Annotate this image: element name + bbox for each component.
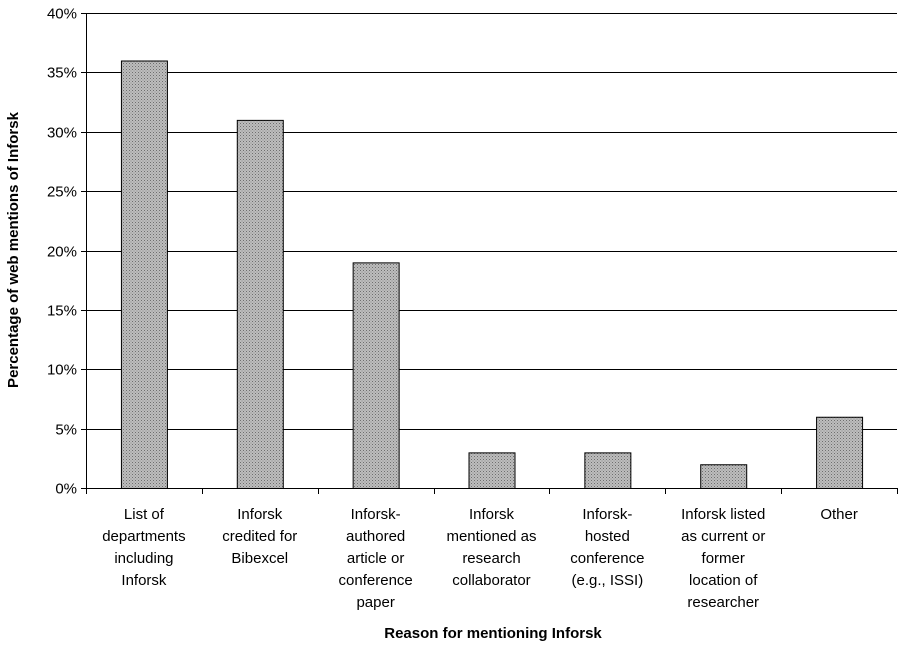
x-category-label: Inforsk listed as current or former locatio…: [681, 506, 765, 611]
x-category-label-line: including: [114, 550, 173, 567]
gridlines: [86, 13, 897, 430]
x-category-label-line: conference: [570, 550, 644, 567]
y-tick-label: 0%: [55, 481, 77, 498]
x-category-label: Inforsk credited for Bibexcel: [222, 506, 297, 567]
x-category-label: Inforsk mentioned as research collaborator: [446, 506, 536, 589]
x-category-label: Other: [820, 506, 858, 523]
bar: [816, 416, 864, 489]
bar: [584, 452, 632, 489]
bar: [700, 464, 748, 489]
y-tick-label: 35%: [47, 65, 77, 82]
bar: [120, 60, 168, 489]
x-category-label-line: paper: [356, 594, 394, 611]
x-category-label: List of departments including Inforsk: [102, 506, 185, 589]
x-category-label-line: Inforsk: [121, 572, 167, 589]
x-category-label: Inforsk-authored article or conference pape…: [339, 506, 413, 611]
y-tick-label: 40%: [47, 6, 77, 23]
bar: [468, 452, 516, 489]
x-category-label-line: hosted: [585, 528, 630, 545]
y-tick-label: 25%: [47, 184, 77, 201]
x-category-label-line: mentioned as: [446, 528, 536, 545]
y-tick-label: 10%: [47, 362, 77, 379]
x-category-label-line: Inforsk-: [351, 506, 401, 523]
bars: [120, 60, 864, 489]
x-category-label-line: List of: [124, 506, 165, 523]
y-tick-label: 20%: [47, 244, 77, 261]
x-category-label-line: departments: [102, 528, 185, 545]
y-axis-title: Percentage of web mentions of Inforsk: [5, 111, 22, 388]
y-tick-labels: 0% 5% 10% 15% 20% 25% 30% 35% 40%: [47, 6, 77, 498]
x-category-label: Inforsk-hosted conference (e.g., ISSI): [570, 506, 644, 589]
x-category-label-line: article or: [347, 550, 405, 567]
x-category-label-line: conference: [339, 572, 413, 589]
x-category-label-line: Inforsk-: [582, 506, 632, 523]
x-category-label-line: Inforsk: [469, 506, 515, 523]
x-category-label-line: Inforsk listed: [681, 506, 765, 523]
x-axis-title: Reason for mentioning Inforsk: [384, 625, 602, 642]
x-category-label-line: location of: [689, 572, 758, 589]
x-category-label-line: collaborator: [452, 572, 530, 589]
y-tick-label: 30%: [47, 125, 77, 142]
x-category-label-line: former: [702, 550, 745, 567]
x-category-label-line: Other: [820, 506, 858, 523]
axes: [81, 13, 898, 494]
x-category-label-line: authored: [346, 528, 405, 545]
x-category-label-line: Bibexcel: [231, 550, 288, 567]
x-category-label-line: research: [462, 550, 520, 567]
x-category-labels: List of departments including InforskInfors…: [102, 506, 858, 611]
x-category-label-line: credited for: [222, 528, 297, 545]
bar: [236, 119, 284, 489]
x-category-label-line: researcher: [687, 594, 759, 611]
x-category-label-line: Inforsk: [237, 506, 283, 523]
x-category-label-line: as current or: [681, 528, 765, 545]
bar: [352, 262, 400, 489]
x-category-label-line: (e.g., ISSI): [572, 572, 644, 589]
y-tick-label: 15%: [47, 303, 77, 320]
y-tick-label: 5%: [55, 422, 77, 439]
